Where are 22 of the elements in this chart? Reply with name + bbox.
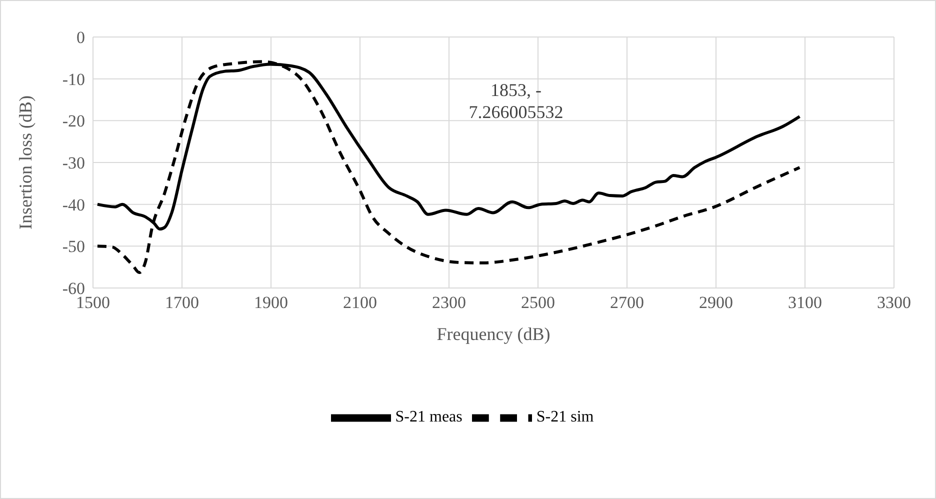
annotation: 1853, - 7.266005532 — [468, 79, 564, 123]
x-tick-label: 1700 — [165, 293, 199, 312]
x-tick-label: 3300 — [877, 293, 911, 312]
y-tick-label: -30 — [62, 154, 85, 173]
x-tick-label: 2100 — [343, 293, 377, 312]
x-axis-title: Frequency (dB) — [436, 324, 550, 344]
x-tick-label: 1500 — [76, 293, 110, 312]
x-tick-label: 2700 — [610, 293, 644, 312]
legend-label: S-21 meas — [395, 408, 462, 426]
legend-label: S-21 sim — [536, 408, 594, 426]
y-tick-label: -20 — [62, 112, 85, 131]
x-tick-label: 2500 — [521, 293, 555, 312]
y-tick-label: -50 — [62, 237, 85, 256]
y-tick-label: 0 — [76, 28, 85, 48]
y-tick-label: -10 — [62, 70, 85, 89]
x-tick-label: 3100 — [788, 293, 822, 312]
x-tick-label: 2900 — [699, 293, 733, 312]
y-axis-title: Insertion loss (dB) — [15, 96, 36, 230]
line-series — [96, 60, 802, 274]
x-tick-label: 2300 — [432, 293, 466, 312]
x-tick-label: 1900 — [254, 293, 288, 312]
y-tick-label: -40 — [62, 195, 85, 214]
